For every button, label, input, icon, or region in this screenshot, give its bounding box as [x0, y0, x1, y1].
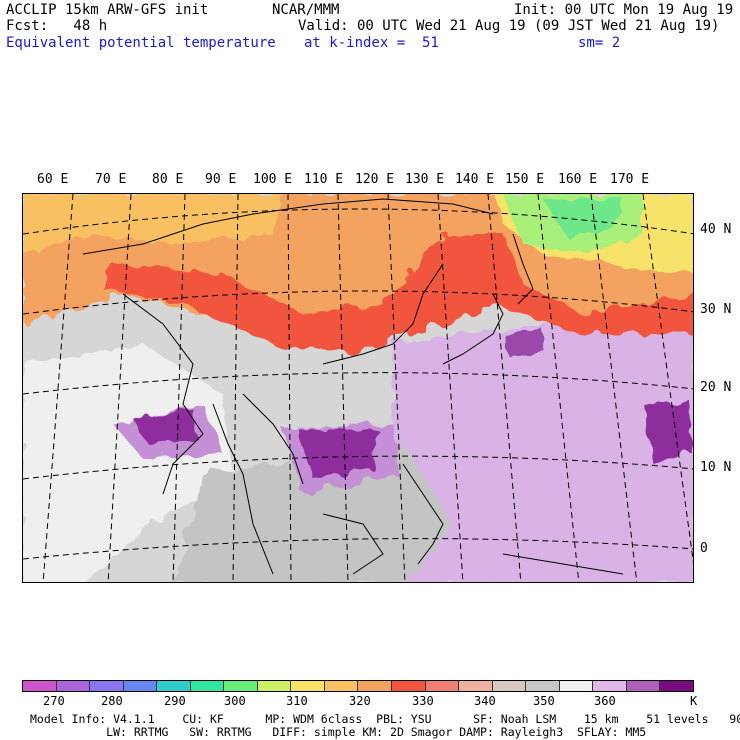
colorbar-swatch [526, 681, 560, 691]
colorbar-swatch [324, 681, 359, 691]
colorbar-swatch [559, 681, 594, 691]
colorbar-tick: 360 [594, 694, 616, 708]
colorbar-swatch [23, 681, 57, 691]
lon-label: 60 E [37, 172, 69, 187]
colorbar-swatch [157, 681, 191, 691]
pacific-deep-purple [643, 399, 693, 464]
valid-time: Valid: 00 UTC Wed 21 Aug 19 (09 JST Wed … [298, 18, 720, 34]
graticule [23, 194, 693, 582]
colorbar-swatch [291, 681, 325, 691]
colorbar-swatch [593, 681, 627, 691]
lon-label: 170 E [610, 172, 650, 187]
colorbar-swatch [626, 681, 661, 691]
smoothing-label: sm= 2 [578, 35, 621, 51]
lat-label: 20 N [700, 380, 732, 395]
lon-label: 70 E [95, 172, 127, 187]
lon-label: 80 E [152, 172, 184, 187]
colorbar-swatch [425, 681, 460, 691]
colorbar-swatch [190, 681, 225, 691]
colorbar-tick: 290 [164, 694, 186, 708]
lon-label: 150 E [505, 172, 545, 187]
north-yellow-west [23, 194, 283, 254]
red-band [103, 234, 693, 354]
colorbar-tick: 320 [349, 694, 371, 708]
colorbar-tick: 300 [224, 694, 246, 708]
lat-label: 10 N [700, 460, 732, 475]
colorbar-swatch [492, 681, 527, 691]
center-label: NCAR/MMM [272, 2, 340, 18]
green-region-inner [543, 199, 623, 239]
colorbar-swatch [90, 681, 124, 691]
lon-label: 160 E [558, 172, 598, 187]
lon-label: 100 E [253, 172, 293, 187]
lon-label: 110 E [304, 172, 344, 187]
colorbar-swatch [56, 681, 91, 691]
lat-label: 0 [700, 541, 708, 556]
colorbar-tick: 330 [412, 694, 434, 708]
forecast-hour: Fcst: 48 h [6, 18, 108, 34]
colorbar-swatch [123, 681, 158, 691]
colorbar-swatch [392, 681, 426, 691]
colorbar-tick: 270 [43, 694, 65, 708]
colorbar-swatch [660, 681, 693, 691]
colorbar-tick: 280 [101, 694, 123, 708]
colorbar-tick: 350 [533, 694, 555, 708]
lat-label: 30 N [700, 302, 732, 317]
lon-label: 130 E [405, 172, 445, 187]
lat-label: 40 N [700, 222, 732, 237]
map-panel [22, 193, 694, 583]
level-label: at k-index = 51 [304, 35, 439, 51]
scs-deep-purple [298, 429, 378, 479]
colorbar-swatch [224, 681, 258, 691]
field-name: Equivalent potential temperature [6, 35, 276, 51]
colorbar [22, 680, 694, 692]
model-info-line1: Model Info: V4.1.1 CU: KF MP: WDM 6class… [30, 712, 740, 726]
model-title: ACCLIP 15km ARW-GFS init [6, 2, 209, 18]
japan-south-purple [503, 329, 548, 356]
theta-e-field [23, 194, 693, 582]
india-deep-purple [133, 409, 198, 444]
init-time: Init: 00 UTC Mon 19 Aug 19 [514, 2, 734, 18]
colorbar-swatch [459, 681, 493, 691]
colorbar-swatch [358, 681, 393, 691]
indian-ocean-light [23, 344, 233, 582]
lon-label: 140 E [455, 172, 495, 187]
model-info-line2: LW: RRTMG SW: RRTMG DIFF: simple KM: 2D … [30, 725, 647, 739]
lon-label: 120 E [355, 172, 395, 187]
colorbar-tick: 310 [286, 694, 308, 708]
coastlines [82, 198, 624, 575]
colorbar-swatch [257, 681, 292, 691]
colorbar-unit: K [690, 694, 698, 708]
lon-label: 90 E [205, 172, 237, 187]
colorbar-tick: 340 [474, 694, 496, 708]
